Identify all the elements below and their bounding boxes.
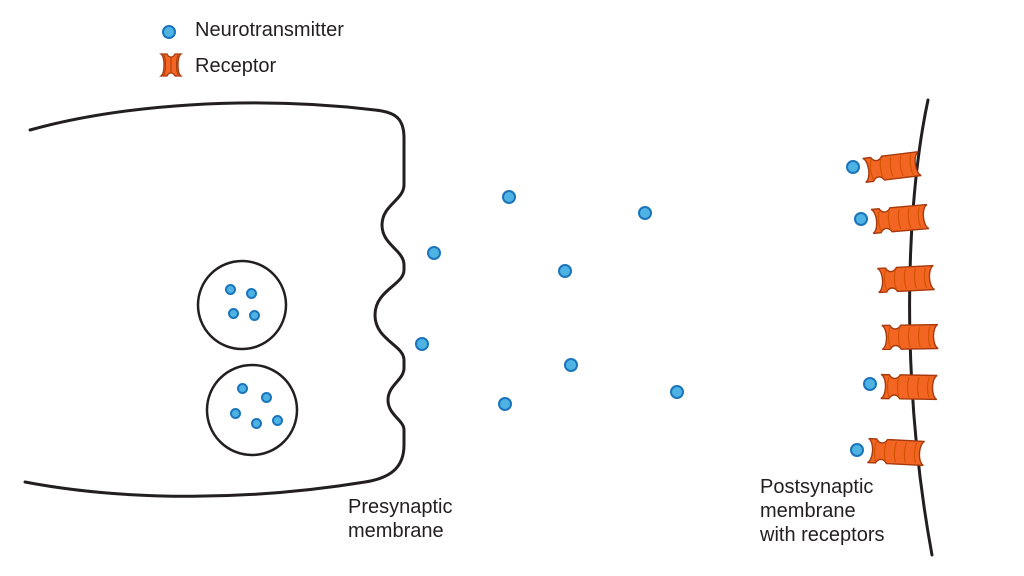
presynaptic-membrane-path (25, 103, 404, 496)
neurotransmitter-dot (228, 308, 239, 319)
vesicle (198, 261, 286, 349)
receptor (882, 325, 938, 350)
diagram-canvas: Neurotransmitter Receptor Presynaptic me… (0, 0, 1024, 576)
neurotransmitter-dot (225, 284, 236, 295)
receptor (863, 152, 922, 183)
neurotransmitter-dot (850, 443, 864, 457)
neurotransmitter-dot (863, 377, 877, 391)
receptor (867, 439, 924, 466)
neurotransmitter-dot (246, 288, 257, 299)
neurotransmitter-dot (498, 397, 512, 411)
neurotransmitter-dot (638, 206, 652, 220)
neurotransmitter-dot (415, 337, 429, 351)
vesicle (207, 365, 297, 455)
neurotransmitter-dot (272, 415, 283, 426)
neurotransmitter-dot (502, 190, 516, 204)
postsynaptic-label: Postsynaptic membrane with receptors (760, 475, 885, 547)
neurotransmitter-dot (558, 264, 572, 278)
neurotransmitter-dot (854, 212, 868, 226)
receptor (871, 205, 929, 234)
neurotransmitter-dot (251, 418, 262, 429)
receptor (881, 375, 937, 400)
neurotransmitter-dot (846, 160, 860, 174)
neurotransmitter-dot (427, 246, 441, 260)
neurotransmitter-dot (670, 385, 684, 399)
receptor (877, 266, 934, 293)
neurotransmitter-dot (564, 358, 578, 372)
presynaptic-label: Presynaptic membrane (348, 495, 453, 543)
neurotransmitter-dot (249, 310, 260, 321)
neurotransmitter-dot (237, 383, 248, 394)
neurotransmitter-dot (261, 392, 272, 403)
neurotransmitter-dot (230, 408, 241, 419)
